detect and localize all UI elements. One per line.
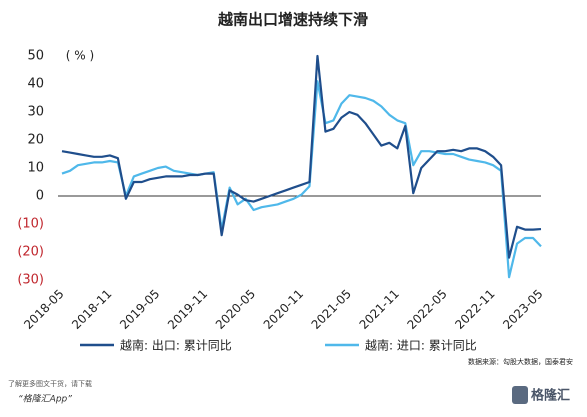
y-tick-label: 20 xyxy=(27,133,44,148)
y-tick-label: 50 xyxy=(27,49,44,64)
y-unit: ( % ) xyxy=(66,49,94,63)
legend-label: 越南: 进口: 累计同比 xyxy=(365,338,477,353)
y-tick-label: 10 xyxy=(27,161,44,176)
logo-icon xyxy=(512,386,528,404)
series-line xyxy=(61,80,542,279)
legend-label: 越南: 出口: 累计同比 xyxy=(120,338,232,353)
y-tick-label: 0 xyxy=(36,189,44,204)
y-tick-label: (30) xyxy=(17,273,44,288)
y-tick-label: (20) xyxy=(17,245,44,260)
logo: 格隆汇 xyxy=(531,388,570,404)
chart-title: 越南出口增速持续下滑 xyxy=(217,11,368,29)
y-tick-label: (10) xyxy=(17,217,44,232)
source: 数据来源：勾股大数据，国泰君安 xyxy=(468,357,573,366)
series-line xyxy=(61,54,542,259)
y-tick-label: 30 xyxy=(27,105,44,120)
footer-line: 了解更多图文干货，请下载 xyxy=(8,379,92,388)
y-tick-label: 40 xyxy=(27,77,44,92)
footer-app: “格隆汇App” xyxy=(18,394,72,405)
